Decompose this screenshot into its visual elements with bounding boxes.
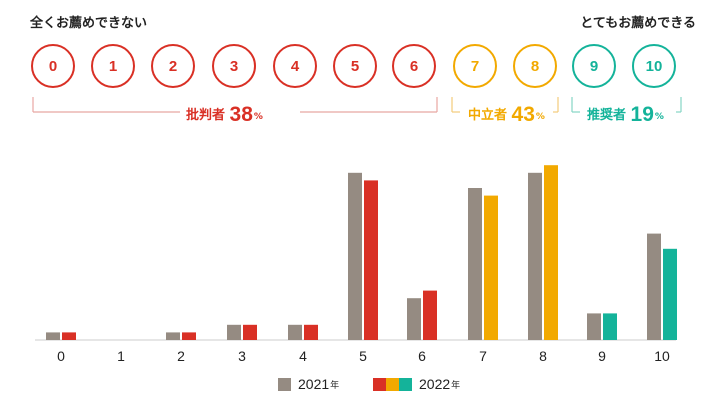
x-tick-label-7: 7: [479, 348, 487, 364]
promoters-value: 19: [630, 103, 654, 126]
left-anchor-label: 全くお薦めできない: [30, 16, 148, 31]
bar-2022-9: [603, 313, 617, 340]
bar-2021-10: [647, 233, 661, 340]
x-tick-label-5: 5: [359, 348, 367, 364]
detractors-label: 批判者 38%: [180, 103, 269, 127]
bar-2021-2: [166, 332, 180, 340]
score-circle-3: 3: [212, 44, 256, 88]
bar-2022-6: [423, 290, 437, 340]
promoters-label: 推奨者 19%: [581, 103, 670, 127]
x-tick-label-9: 9: [598, 348, 606, 364]
legend-2021: 2021 年: [278, 376, 339, 392]
legend-suffix-2022: 年: [451, 380, 461, 391]
x-tick-label-8: 8: [539, 348, 547, 364]
score-circle-5: 5: [333, 44, 377, 88]
bar-2022-8: [544, 165, 558, 340]
promoters-name: 推奨者: [587, 108, 627, 123]
bar-2021-9: [587, 313, 601, 340]
legend-year-2022: 2022: [419, 376, 451, 392]
detractors-value: 38: [229, 103, 253, 126]
detractors-name: 批判者: [186, 108, 226, 123]
bar-2022-0: [62, 332, 76, 340]
passives-unit: %: [535, 112, 545, 122]
score-circle-8: 8: [513, 44, 557, 88]
legend-swatch-2021: [278, 377, 291, 391]
bar-2022-5: [364, 180, 378, 340]
score-circle-10: 10: [632, 44, 676, 88]
score-circle-9: 9: [572, 44, 616, 88]
legend-swatch-2022-yellow: [386, 377, 399, 391]
bar-2021-3: [227, 324, 241, 340]
bar-2022-3: [243, 324, 257, 340]
x-tick-label-1: 1: [117, 348, 125, 364]
legend-swatch-2022-teal: [399, 377, 412, 391]
x-tick-label-2: 2: [177, 348, 185, 364]
bar-2022-10: [663, 248, 677, 340]
passives-name: 中立者: [468, 108, 508, 123]
bar-2022-4: [304, 324, 318, 340]
bar-2021-8: [528, 172, 542, 340]
promoters-unit: %: [654, 112, 664, 122]
right-anchor-label: とてもお薦めできる: [580, 16, 696, 31]
score-circle-7: 7: [453, 44, 497, 88]
bar-2022-7: [484, 195, 498, 340]
passives-value: 43: [511, 103, 535, 126]
bar-2022-2: [182, 332, 196, 340]
detractors-unit: %: [253, 112, 263, 122]
x-tick-label-0: 0: [57, 348, 65, 364]
legend-swatch-2022-red: [373, 377, 386, 391]
x-tick-label-6: 6: [418, 348, 426, 364]
score-circle-1: 1: [91, 44, 135, 88]
passives-label: 中立者 43%: [462, 103, 551, 127]
bar-2021-5: [348, 172, 362, 340]
score-circle-0: 0: [31, 44, 75, 88]
legend-suffix-2021: 年: [330, 380, 340, 391]
bar-2021-6: [407, 298, 421, 340]
score-circle-2: 2: [151, 44, 195, 88]
score-circle-6: 6: [392, 44, 436, 88]
x-tick-label-3: 3: [238, 348, 246, 364]
bar-2021-7: [468, 188, 482, 340]
score-circle-4: 4: [273, 44, 317, 88]
bar-2021-4: [288, 324, 302, 340]
legend-2022: 2022 年: [373, 376, 460, 392]
bar-2021-0: [46, 332, 60, 340]
legend-year-2021: 2021: [298, 376, 330, 392]
x-tick-label-4: 4: [299, 348, 307, 364]
x-tick-label-10: 10: [654, 348, 670, 364]
